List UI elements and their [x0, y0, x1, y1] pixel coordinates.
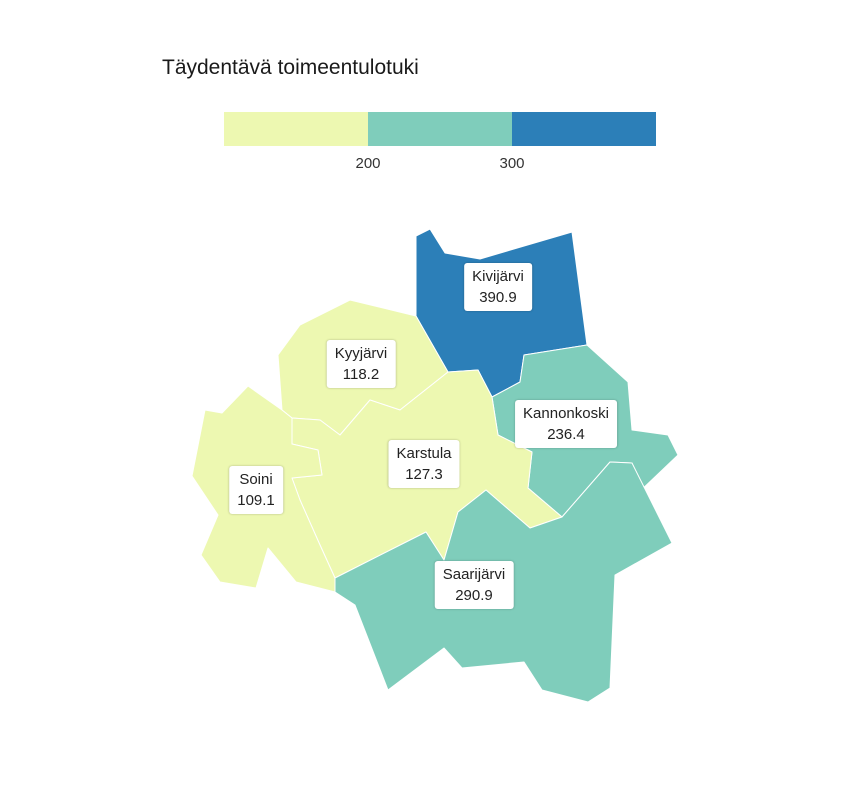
label-value-soini: 109.1 — [237, 492, 275, 509]
label-value-saarijarvi: 290.9 — [455, 587, 493, 604]
legend-bin-high — [512, 112, 656, 146]
label-name-karstula: Karstula — [396, 445, 452, 462]
label-saarijarvi: Saarijärvi 290.9 — [434, 561, 514, 609]
label-kyyjarvi: Kyyjärvi 118.2 — [326, 340, 396, 388]
label-value-kannonkoski: 236.4 — [547, 426, 585, 443]
label-kivijarvi: Kivijärvi 390.9 — [464, 263, 532, 311]
label-value-kyyjarvi: 118.2 — [342, 366, 380, 383]
label-name-saarijarvi: Saarijärvi — [442, 566, 506, 583]
label-value-karstula: 127.3 — [405, 466, 443, 483]
label-soini: Soini 109.1 — [229, 466, 283, 514]
label-karstula: Karstula 127.3 — [388, 440, 460, 488]
label-value-kivijarvi: 390.9 — [479, 289, 517, 306]
legend-tick-200: 200 — [355, 155, 381, 172]
label-name-soini: Soini — [239, 471, 273, 488]
map-title: Täydentävä toimeentulotuki — [162, 56, 419, 79]
label-name-kivijarvi: Kivijärvi — [472, 268, 524, 285]
legend-bin-mid — [368, 112, 512, 146]
label-kannonkoski: Kannonkoski 236.4 — [515, 400, 617, 448]
color-legend — [224, 112, 656, 146]
label-name-kyyjarvi: Kyyjärvi — [334, 345, 388, 362]
label-name-kannonkoski: Kannonkoski — [523, 405, 609, 422]
legend-tick-300: 300 — [499, 155, 525, 172]
legend-bin-low — [224, 112, 368, 146]
